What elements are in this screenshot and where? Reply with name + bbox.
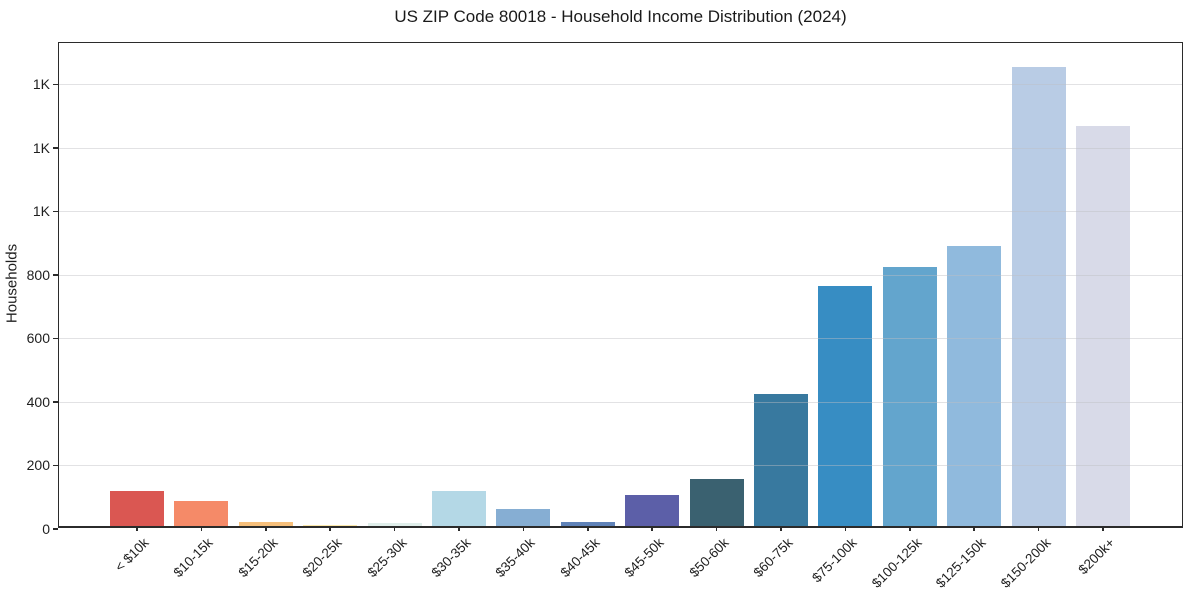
x-tick-mark	[329, 526, 331, 531]
y-tick-mark	[53, 528, 58, 530]
y-gridline	[59, 211, 1182, 213]
y-tick-mark	[53, 337, 58, 340]
x-tick-label: $200k+	[1075, 535, 1118, 578]
x-tick-label: $50-60k	[686, 535, 732, 581]
bar-50-60k	[689, 479, 744, 526]
y-tick-mark	[53, 210, 58, 213]
bar-75-100k	[818, 285, 873, 526]
x-tick-mark	[651, 526, 653, 531]
x-tick-label: $35-40k	[492, 535, 538, 581]
bar-45-50k	[625, 494, 680, 526]
bar-10k	[110, 491, 164, 526]
bar-35-40k	[496, 508, 551, 526]
y-tick-mark	[53, 83, 58, 86]
x-tick-mark	[780, 526, 782, 531]
x-tick-label: $30-35k	[428, 535, 474, 581]
bar-15-20k	[238, 521, 293, 526]
y-tick-label: 400	[26, 393, 50, 410]
bar-20-25k	[303, 525, 358, 526]
x-tick-label: $125-150k	[933, 535, 989, 590]
y-tick-mark	[53, 401, 58, 403]
x-tick-mark	[522, 526, 525, 531]
y-tick-mark	[53, 464, 58, 467]
x-tick-mark	[909, 526, 911, 531]
x-tick-mark	[265, 526, 267, 531]
y-gridline	[59, 338, 1182, 340]
y-gridline	[59, 147, 1182, 149]
x-tick-label: $75-100k	[809, 535, 860, 586]
x-tick-mark	[200, 526, 203, 531]
y-gridline	[59, 401, 1182, 403]
bar-60-75k	[754, 393, 808, 526]
x-tick-label: $15-20k	[235, 535, 281, 581]
y-tick-label: 0	[42, 521, 50, 537]
x-tick-label: $150-200k	[997, 535, 1054, 590]
x-tick-label: $40-45k	[557, 535, 603, 581]
y-gridline	[59, 465, 1182, 467]
chart-title: US ZIP Code 80018 - Household Income Dis…	[394, 7, 847, 26]
bar-10-15k	[174, 500, 229, 526]
x-tick-label: $25-30k	[364, 535, 410, 581]
y-tick-label: 1K	[32, 76, 50, 93]
y-tick-mark	[53, 274, 58, 276]
bar-40-45k	[560, 521, 615, 526]
x-tick-label: $45-50k	[621, 535, 667, 581]
x-tick-label: $60-75k	[750, 535, 796, 581]
bar-30-35k	[432, 491, 486, 526]
x-tick-mark	[458, 526, 460, 531]
x-tick-mark	[844, 526, 847, 531]
x-tick-label: $100-125k	[868, 535, 925, 590]
y-tick-label: 800	[26, 266, 50, 283]
y-gridline	[59, 274, 1182, 276]
x-tick-mark	[136, 526, 138, 531]
y-axis-label: Households	[3, 243, 21, 324]
bar-125-150k	[947, 246, 1002, 526]
y-tick-label: 1K	[32, 139, 50, 156]
x-tick-label: $10-15k	[170, 535, 216, 581]
x-tick-mark	[587, 526, 589, 531]
y-tick-label: 200	[26, 457, 50, 474]
x-tick-mark	[1037, 526, 1040, 531]
bar-200k	[1076, 125, 1130, 526]
plot-area: 0 200 400 600 800 1K 1K 1K < $10k $10-15k $15-20k $…	[27, 42, 1183, 590]
y-gridline	[59, 84, 1182, 86]
x-tick-mark	[715, 526, 718, 531]
y-tick-label: 600	[26, 330, 50, 347]
y-tick-label: 1K	[32, 203, 50, 220]
bar-25-30k	[367, 522, 422, 526]
x-tick-mark	[393, 526, 396, 531]
bar-150-200k	[1011, 66, 1066, 526]
y-tick-mark	[53, 147, 58, 149]
x-tick-label: $20-25k	[299, 535, 345, 581]
x-tick-mark	[973, 526, 975, 531]
x-tick-label: < $10k	[112, 535, 152, 575]
bar-100-125k	[882, 266, 937, 526]
x-tick-mark	[1102, 526, 1104, 531]
